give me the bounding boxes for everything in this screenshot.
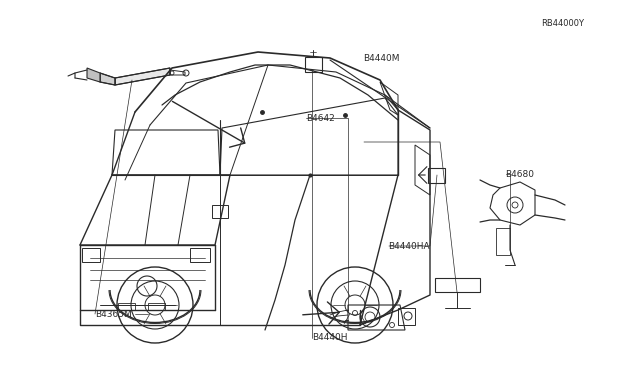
- Polygon shape: [115, 68, 170, 85]
- Text: RB44000Y: RB44000Y: [541, 19, 584, 28]
- Text: B4440HA: B4440HA: [388, 242, 430, 251]
- Text: B4440M: B4440M: [364, 54, 400, 62]
- Text: B4680: B4680: [506, 170, 534, 179]
- Polygon shape: [87, 68, 100, 82]
- Text: B4642: B4642: [306, 114, 335, 123]
- Polygon shape: [100, 73, 115, 85]
- Text: B4440H: B4440H: [312, 333, 348, 342]
- Text: B4365M: B4365M: [95, 310, 131, 319]
